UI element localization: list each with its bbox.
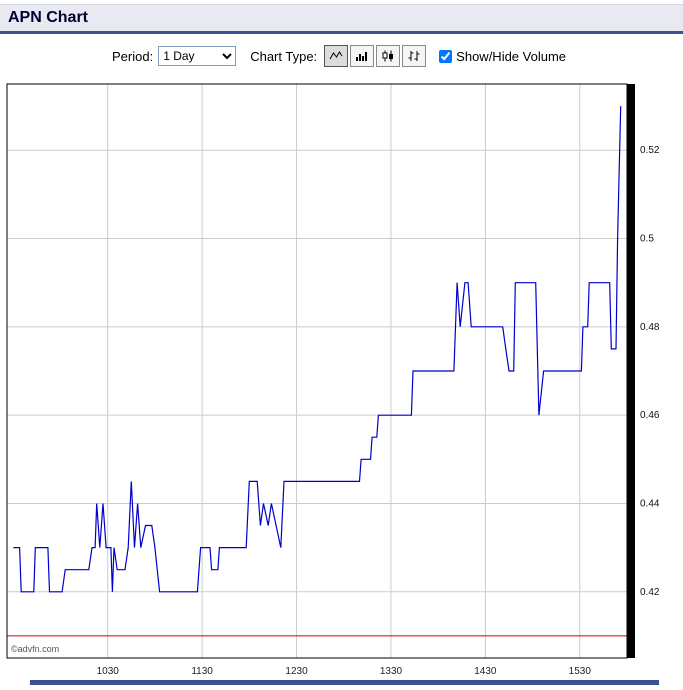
- chart-svg: 1030 1130 1230 1330 1430 1530 0.42 0.44 0.46 0.48…: [6, 83, 660, 677]
- svg-text:1030: 1030: [97, 666, 120, 677]
- line-chart-icon: [329, 51, 343, 60]
- svg-text:1230: 1230: [285, 666, 308, 677]
- period-select[interactable]: 1 Day: [158, 46, 237, 66]
- chart-type-ohlc-button[interactable]: [402, 45, 427, 67]
- next-section-bar: [30, 680, 659, 685]
- candlestick-chart-icon: [382, 50, 394, 62]
- svg-text:©advfn.com: ©advfn.com: [11, 644, 59, 654]
- svg-text:0.5: 0.5: [640, 234, 654, 245]
- chart-type-label: Chart Type:: [250, 48, 318, 64]
- chart-type-candlestick-button[interactable]: [376, 45, 401, 67]
- page-title: APN Chart: [8, 9, 89, 26]
- svg-text:0.52: 0.52: [640, 145, 660, 156]
- svg-text:0.48: 0.48: [640, 322, 660, 333]
- volume-checkbox[interactable]: [439, 49, 453, 63]
- svg-text:0.42: 0.42: [640, 587, 660, 598]
- page-header: APN Chart: [0, 4, 683, 34]
- price-chart: 1030 1130 1230 1330 1430 1530 0.42 0.44 0.46 0.48…: [0, 74, 683, 678]
- period-label: Period:: [112, 48, 154, 64]
- chart-type-line-button[interactable]: [324, 45, 349, 67]
- svg-text:1130: 1130: [191, 666, 213, 677]
- svg-text:0.46: 0.46: [640, 410, 660, 421]
- chart-controls: Period: 1 Day Chart Type:: [112, 44, 683, 68]
- ohlc-chart-icon: [408, 51, 420, 61]
- svg-text:0.44: 0.44: [640, 498, 660, 509]
- svg-text:1430: 1430: [474, 666, 497, 677]
- volume-label: Show/Hide Volume: [456, 48, 567, 64]
- bar-chart-icon: [356, 52, 368, 61]
- svg-text:1330: 1330: [380, 666, 403, 677]
- svg-text:1530: 1530: [569, 666, 592, 677]
- chart-type-bar-button[interactable]: [350, 45, 375, 67]
